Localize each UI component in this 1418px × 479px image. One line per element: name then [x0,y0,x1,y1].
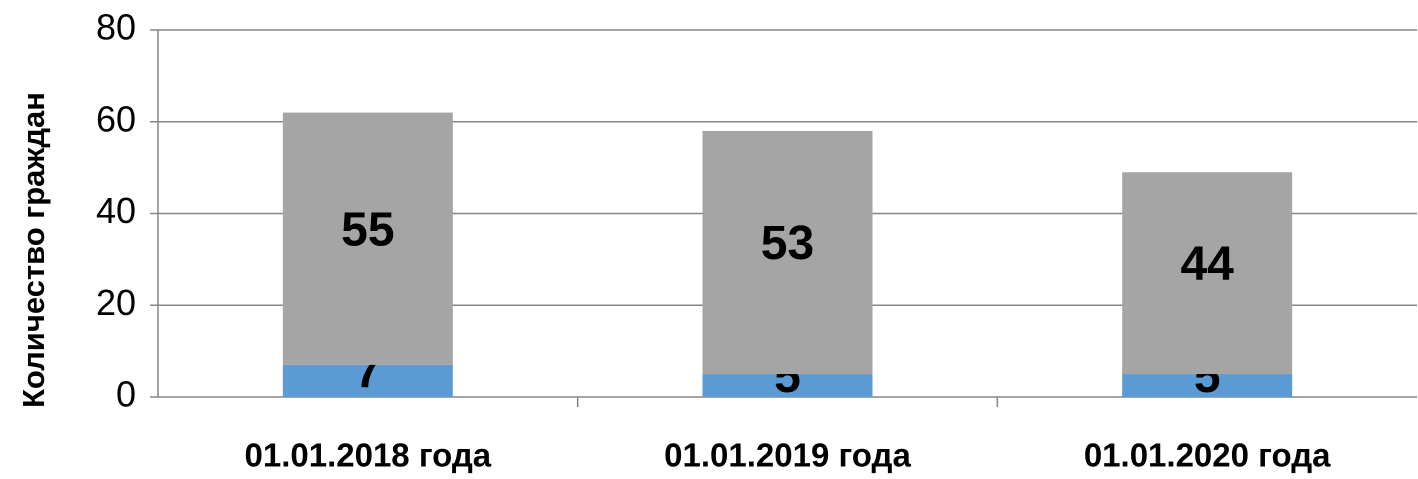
y-tick-label: 60 [96,98,136,139]
data-label: 44 [1180,238,1234,291]
data-label: 55 [341,203,394,256]
y-tick-label: 0 [116,374,136,415]
bar-segment [282,112,453,365]
bar-segment [702,374,873,397]
y-axis-title: Количество граждан [16,92,51,408]
bar-segment [282,364,453,397]
bar-segment [1122,374,1293,397]
y-tick-label: 80 [96,7,136,48]
bar-segment [702,130,873,375]
bar-segment [1122,172,1293,375]
x-tick-label: 01.01.2018 года [244,437,491,474]
y-tick-label: 40 [96,190,136,231]
x-tick-label: 01.01.2019 года [664,437,911,474]
x-tick-label: 01.01.2020 года [1084,437,1331,474]
data-label: 53 [761,217,814,270]
y-tick-label: 20 [96,282,136,323]
